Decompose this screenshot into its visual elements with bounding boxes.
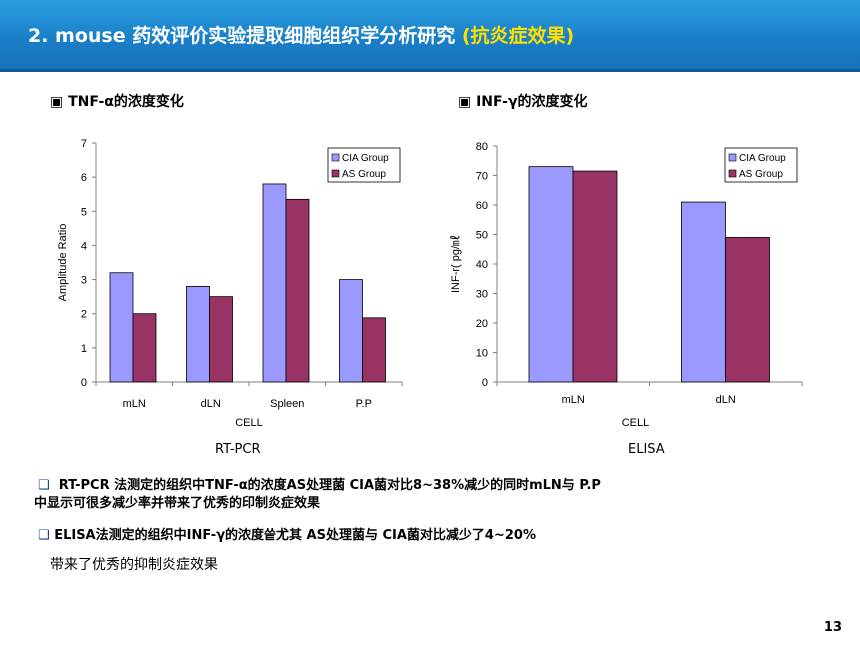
slide-title-highlight: (抗炎症效果) [461,25,575,47]
inf-y-tick-label: 50 [476,230,488,242]
inf-y-tick-label: 30 [476,289,488,301]
inf-y-axis-label: INF-r( pg/㎖ [449,235,462,293]
slide-title: 2. mouse 药效评价实验提取细胞组织学分析研究 (抗炎症效果) [28,21,574,48]
note-rtpcr-line2: 中显示可很多减少率并带来了优秀的印制炎症效果 [34,496,321,511]
tnf-legend-swatch [331,169,340,178]
tnf-x-axis-label: CELL [235,417,263,429]
inf-bar-as [725,237,770,383]
elisa-caption: ELISA [628,442,665,457]
charts-canvas: 0 1 2 3 4 5 6 7 mLN dLN Spleen P.P CELL Amplitude Rat… [57,138,803,429]
tnf-y-tick-label: 4 [81,240,87,252]
inf-y-tick-label: 70 [476,171,488,183]
inf-y-tick-label: 0 [482,377,488,389]
tnf-bar-cia [339,279,363,383]
inf-y-tick-label: 10 [476,348,488,360]
tnf-y-tick-label: 0 [81,377,87,389]
tnf-y-tick-label: 3 [81,275,87,287]
checkbox-bullet-icon: ❑ [38,478,50,493]
inf-bar-cia [528,166,574,383]
tnf-y-tick-label: 7 [81,138,87,150]
tnf-category-label: Spleen [270,398,304,410]
title-bar: 2. mouse 药效评价实验提取细胞组织学分析研究 (抗炎症效果) [0,0,860,72]
note-rtpcr-line1: RT-PCR 法测定的组织中TNF-α的浓度AS处理菌 CIA菌对比8~38%减… [58,478,601,493]
tnf-legend-label: AS Group [342,169,386,180]
inf-x-axis-label: CELL [622,417,650,429]
tnf-category-label: mLN [123,398,146,410]
tnf-y-tick-label: 6 [81,172,87,184]
inf-y-tick-label: 80 [476,141,488,153]
tnf-category-label: P.P [356,398,372,410]
inf-legend-box [724,147,798,183]
tnf-legend-label: CIA Group [342,153,389,164]
tnf-bar-cia [109,272,134,383]
inf-legend-swatch [728,153,737,162]
inf-legend-label: AS Group [739,169,783,180]
note-rtpcr: ❑ RT-PCR 法测定的组织中TNF-α的浓度AS处理菌 CIA菌对比8~38… [34,477,838,513]
inf-bar-as [572,170,618,383]
inf-y-tick-label: 40 [476,259,488,271]
tnf-y-tick-label: 5 [81,206,87,218]
tnf-section-heading: ▣ TNF-α的浓度变化 [50,94,184,110]
rtpcr-caption: RT-PCR [215,442,261,457]
inf-section-heading: ▣ INF-γ的浓度变化 [458,94,588,110]
tnf-bar-as [132,313,157,383]
tnf-bar-cia [262,183,287,383]
inf-legend-label: CIA Group [739,153,786,164]
inf-y-tick-label: 20 [476,318,488,330]
tnf-bar-cia [186,285,210,383]
inf-category-label: mLN [562,394,585,406]
tnf-legend-box [327,147,401,183]
tnf-y-axis-label: Amplitude Ratio [57,224,69,302]
tnf-category-label: dLN [201,398,221,410]
tnf-bar-as [362,317,386,383]
inf-category-label: dLN [716,394,736,406]
page-number: 13 [823,620,842,635]
slide-title-main: 2. mouse 药效评价实验提取细胞组织学分析研究 [28,25,462,47]
inf-legend-swatch [728,169,737,178]
inf-bar-cia [681,201,726,383]
note-elisa-line2: 带来了优秀的抑制炎症效果 [50,557,218,573]
note-elisa-line1: ELISA法测定的组织中INF-γ的浓度씉尤其 AS处理菌与 CIA菌对比减少了… [54,528,536,543]
note-elisa: ❑ ELISA法测定的组织中INF-γ的浓度씉尤其 AS处理菌与 CIA菌对比减… [38,527,838,545]
tnf-legend-swatch [331,153,340,162]
inf-y-tick-label: 60 [476,200,488,212]
tnf-bar-as [285,198,310,383]
checkbox-bullet-icon: ❑ [38,528,50,543]
tnf-bar-as [209,296,233,383]
tnf-y-tick-label: 1 [81,343,87,355]
tnf-y-tick-label: 2 [81,309,87,321]
